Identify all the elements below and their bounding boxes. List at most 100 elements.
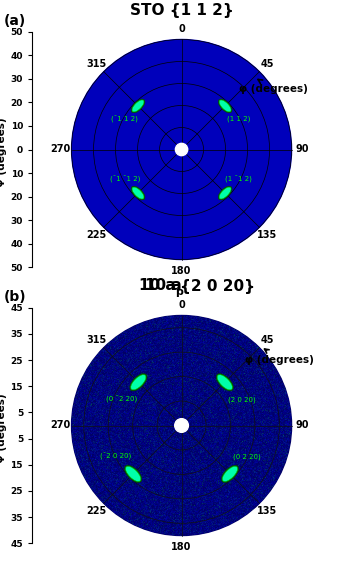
Point	[187, 511, 192, 520]
Point	[147, 470, 152, 479]
Point	[182, 347, 188, 356]
Point	[203, 423, 209, 432]
Point	[149, 524, 155, 533]
Point	[150, 420, 155, 429]
Point	[243, 507, 248, 516]
Point	[231, 435, 236, 444]
Point	[124, 421, 130, 431]
Point	[187, 328, 193, 337]
Point	[258, 487, 264, 496]
Point	[107, 420, 113, 429]
Point	[133, 408, 138, 417]
Point	[99, 412, 105, 421]
Point	[198, 504, 203, 513]
Point	[160, 327, 166, 336]
Point	[209, 378, 215, 387]
Point	[143, 358, 149, 367]
Point	[195, 528, 201, 537]
Point	[254, 433, 260, 442]
Point	[175, 416, 180, 425]
Point	[269, 464, 275, 473]
Point	[159, 503, 164, 512]
Point	[105, 455, 110, 464]
Point	[226, 508, 232, 518]
Point	[80, 411, 85, 420]
Point	[100, 451, 106, 460]
Point	[181, 526, 187, 535]
Point	[193, 443, 199, 453]
Point	[240, 408, 245, 417]
Point	[223, 511, 229, 520]
Point	[142, 500, 147, 509]
Point	[174, 526, 179, 535]
Point	[195, 370, 201, 380]
Point	[126, 375, 132, 384]
Point	[180, 434, 186, 443]
Point	[109, 405, 114, 414]
Point	[232, 387, 238, 396]
Point	[241, 422, 247, 431]
Point	[123, 366, 129, 375]
Point	[242, 375, 247, 385]
Point	[150, 486, 156, 495]
Point	[240, 377, 246, 386]
Point	[124, 404, 130, 413]
Point	[158, 422, 164, 431]
Point	[166, 338, 172, 347]
Point	[244, 413, 250, 423]
Point	[186, 333, 192, 342]
Point	[164, 358, 169, 367]
Point	[249, 444, 255, 453]
Point	[268, 406, 273, 415]
Point	[124, 503, 130, 512]
Point	[189, 446, 195, 455]
Point	[179, 448, 184, 457]
Point	[129, 512, 134, 522]
Point	[265, 355, 271, 365]
Point	[142, 377, 148, 386]
Point	[205, 366, 210, 375]
Point	[80, 404, 86, 413]
Point	[125, 339, 130, 348]
Point	[265, 392, 270, 401]
Point	[211, 503, 216, 512]
Point	[127, 402, 133, 412]
Point	[94, 425, 100, 434]
Point	[236, 476, 242, 485]
Point	[127, 504, 132, 513]
Point	[103, 459, 108, 468]
Point	[268, 439, 274, 448]
Point	[145, 396, 151, 405]
Point	[109, 465, 114, 474]
Point	[226, 341, 231, 350]
Point	[246, 423, 251, 432]
Point	[136, 369, 141, 378]
Point	[196, 463, 202, 472]
Point	[232, 466, 237, 475]
Point	[152, 466, 158, 476]
Point	[252, 476, 258, 485]
Point	[96, 366, 101, 375]
Point	[129, 465, 134, 474]
Point	[169, 335, 175, 344]
Point	[195, 486, 200, 495]
Point	[126, 435, 132, 444]
Point	[124, 501, 130, 510]
Point	[107, 462, 112, 471]
Point	[195, 381, 200, 390]
Point	[208, 391, 214, 400]
Point	[180, 361, 186, 370]
Point	[211, 523, 217, 532]
Point	[121, 344, 126, 354]
Point	[274, 376, 279, 385]
Point	[190, 470, 196, 480]
Point	[95, 479, 101, 488]
Point	[195, 446, 200, 455]
Point	[251, 382, 256, 392]
Point	[148, 335, 153, 344]
Point	[158, 525, 163, 534]
Point	[173, 508, 179, 517]
Point	[159, 524, 165, 534]
Point	[91, 469, 96, 478]
Point	[247, 476, 253, 485]
